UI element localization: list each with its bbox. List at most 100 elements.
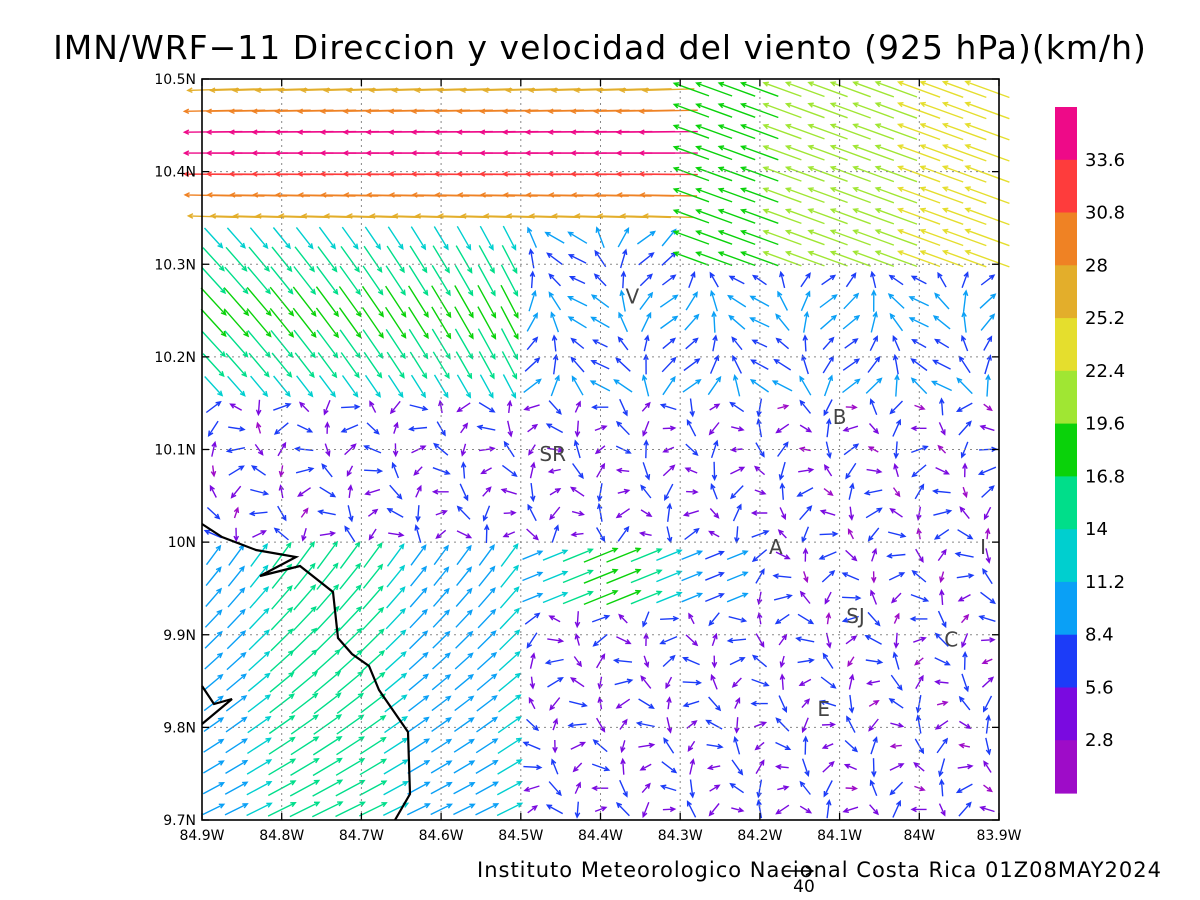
- wind-arrow: [711, 461, 718, 482]
- wind-arrow: [961, 271, 969, 288]
- y-axis: 9.7N 9.8N 9.9N 10N 10.1N 10.2N 10.3N 10.4N 10.5N: [154, 72, 999, 829]
- wind-arrow: [825, 612, 832, 625]
- wind-arrow: [359, 780, 388, 797]
- wind-arrow: [477, 630, 497, 650]
- wind-arrow: [961, 633, 969, 649]
- wind-arrow: [955, 783, 973, 794]
- wind-arrow: [290, 714, 320, 735]
- wind-arrow: [711, 632, 718, 647]
- wind-arrow: [431, 673, 452, 691]
- wind-arrow: [939, 588, 945, 605]
- wind-arrow: [483, 523, 490, 544]
- wind-arrow: [569, 486, 585, 497]
- wind-arrow: [656, 591, 683, 604]
- wind-arrow: [297, 487, 311, 497]
- place-label: V: [626, 285, 640, 309]
- wind-arrow: [801, 758, 810, 778]
- wind-arrow: [941, 228, 987, 247]
- wind-arrow: [685, 443, 699, 456]
- wind-arrow: [386, 351, 405, 379]
- colorbar-swatch: [1055, 476, 1077, 530]
- wind-arrow: [300, 507, 309, 518]
- wind-arrow: [479, 374, 494, 399]
- wind-arrow: [961, 673, 969, 693]
- wind-arrow: [347, 505, 354, 523]
- wind-arrow: [734, 526, 740, 544]
- wind-arrow: [775, 804, 790, 815]
- place-label: SR: [539, 442, 566, 466]
- wind-arrow: [909, 616, 928, 622]
- wind-arrow: [756, 418, 763, 438]
- wind-arrow: [892, 418, 901, 437]
- wind-arrow: [526, 718, 540, 732]
- wind-arrow: [820, 314, 838, 330]
- wind-arrow: [932, 315, 951, 330]
- wind-arrow: [433, 566, 450, 587]
- wind-arrow: [826, 417, 832, 438]
- wind-arrow: [359, 736, 387, 755]
- wind-arrow: [314, 627, 341, 653]
- colorbar-label: 14: [1085, 519, 1108, 540]
- wind-arrow: [985, 737, 992, 756]
- wind-arrow: [807, 187, 848, 204]
- wind-arrow: [979, 293, 997, 309]
- wind-arrow: [695, 81, 733, 97]
- wind-arrow: [823, 780, 833, 798]
- wind-arrow: [617, 488, 631, 495]
- coastline-inlet: [201, 685, 233, 725]
- wind-arrow: [799, 505, 813, 521]
- wind-arrow: [547, 468, 561, 474]
- wind-arrow: [203, 717, 225, 732]
- wind-arrow: [225, 759, 249, 775]
- wind-arrow: [523, 785, 540, 792]
- wind-arrow: [695, 145, 733, 161]
- wind-arrow: [772, 573, 792, 579]
- wind-arrow: [985, 714, 991, 734]
- wind-arrow: [574, 611, 581, 629]
- wind-arrow: [870, 270, 877, 289]
- wind-arrow: [522, 571, 544, 582]
- wind-arrow: [643, 655, 650, 669]
- wind-arrow: [226, 227, 246, 249]
- wind-arrow: [408, 285, 429, 319]
- wind-arrow: [335, 801, 366, 818]
- wind-arrow: [415, 505, 421, 523]
- wind-arrow: [730, 485, 744, 500]
- wind-arrow: [324, 421, 331, 434]
- wind-arrow: [227, 565, 245, 587]
- wind-arrow: [983, 760, 992, 773]
- wind-arrow: [254, 443, 264, 456]
- wind-arrow: [255, 399, 262, 417]
- wind-arrow: [315, 584, 340, 611]
- wind-arrow: [777, 290, 789, 311]
- y-tick-label: 9.7N: [163, 813, 196, 829]
- wind-arrow: [595, 717, 606, 733]
- wind-arrow: [247, 694, 272, 713]
- wind-arrow: [981, 485, 995, 498]
- wind-arrow: [226, 630, 247, 650]
- wind-arrow: [784, 187, 825, 204]
- wind-arrow: [779, 482, 786, 500]
- wind-arrow: [551, 334, 558, 352]
- wind-arrow: [852, 123, 895, 140]
- wind-arrow: [807, 81, 848, 98]
- wind-arrow: [323, 399, 331, 416]
- wind-arrow: [659, 635, 678, 645]
- wind-arrow: [892, 335, 901, 352]
- wind-arrow: [366, 422, 380, 435]
- wind-arrow: [672, 251, 710, 266]
- wind-arrow: [871, 547, 878, 562]
- wind-arrow: [801, 698, 811, 709]
- wind-arrow: [870, 589, 878, 605]
- wind-arrow: [638, 742, 656, 749]
- wind-arrow: [250, 465, 266, 476]
- wind-arrow: [346, 465, 354, 477]
- wind-arrow: [362, 585, 384, 610]
- wind-arrow: [393, 421, 399, 434]
- wind-arrow: [957, 529, 974, 540]
- wind-arrow: [762, 250, 802, 267]
- wind-arrow: [230, 485, 242, 499]
- wind-arrow: [886, 553, 906, 559]
- wind-arrow: [957, 763, 974, 770]
- wind-arrow: [204, 376, 224, 397]
